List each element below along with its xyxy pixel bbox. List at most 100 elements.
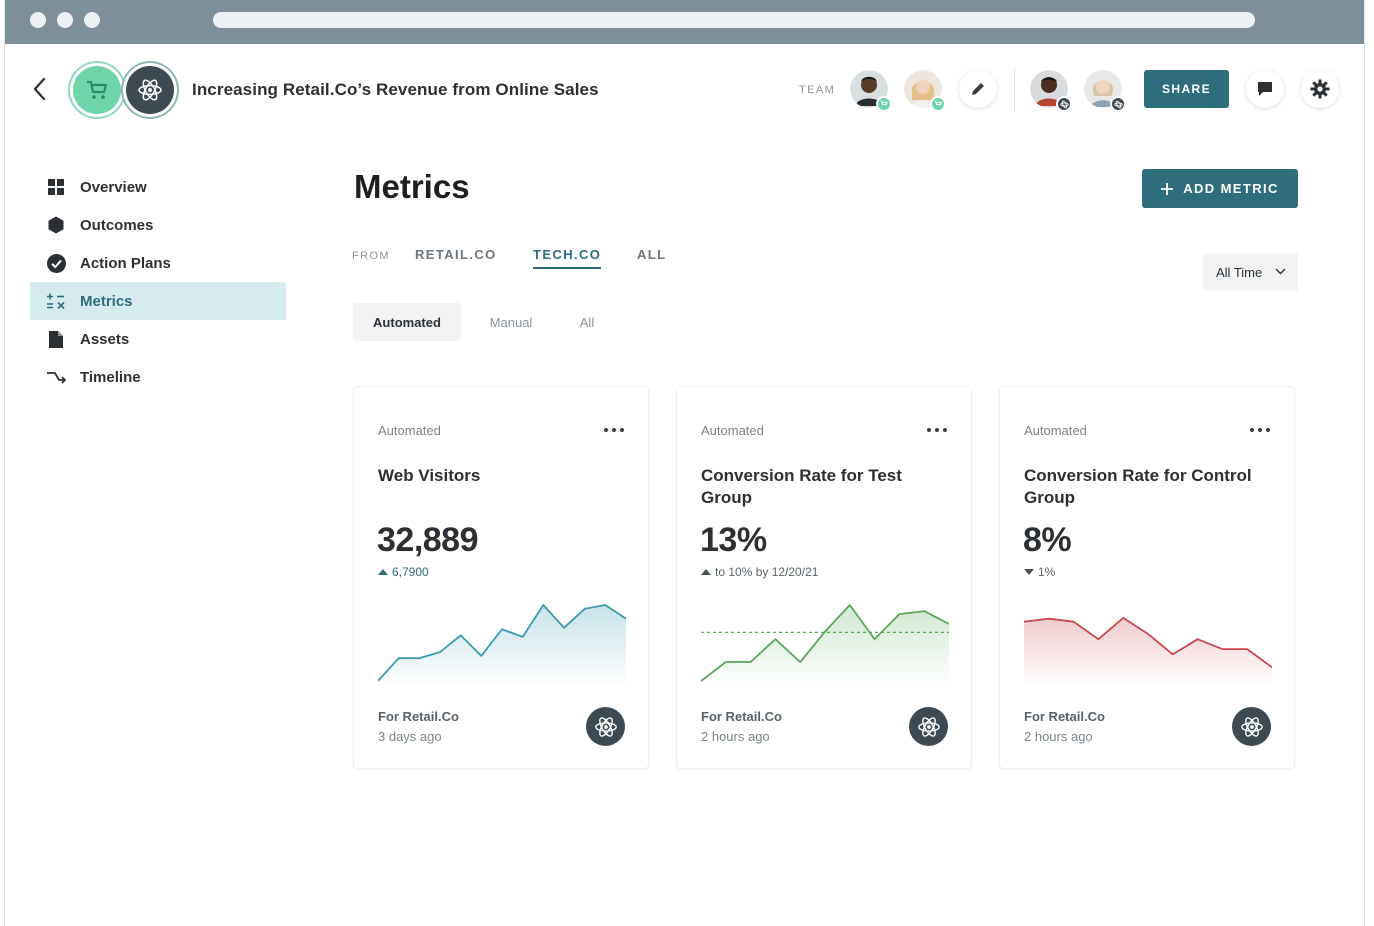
window-close-dot[interactable] <box>30 12 46 28</box>
sidebar-item-timeline[interactable]: Timeline <box>30 358 286 396</box>
project-retail-badge[interactable] <box>73 66 121 114</box>
project-tech-badge[interactable] <box>126 66 174 114</box>
back-button[interactable] <box>29 76 51 102</box>
metric-delta: 6,7900 <box>378 565 429 579</box>
gear-icon <box>1310 79 1330 99</box>
source-avatar[interactable] <box>1232 707 1271 746</box>
metric-delta-text: 6,7900 <box>392 565 429 579</box>
tab-all-sources[interactable]: ALL <box>637 247 667 262</box>
team-label: TEAM <box>799 84 836 96</box>
atom-icon <box>917 716 940 737</box>
settings-button[interactable] <box>1301 70 1339 108</box>
chevron-down-icon <box>1275 268 1286 275</box>
sidebar-item-label: Outcomes <box>80 216 154 234</box>
sidebar-item-overview[interactable]: Overview <box>30 168 286 206</box>
share-button[interactable]: SHARE <box>1144 70 1229 108</box>
sparkline-line <box>378 604 626 682</box>
cart-icon <box>87 80 108 99</box>
comments-button[interactable] <box>1246 70 1284 108</box>
sidebar-item-action-plans[interactable]: Action Plans <box>30 244 286 282</box>
cart-icon <box>876 96 892 112</box>
project-header: Increasing Retail.Co’s Revenue from Onli… <box>5 44 1364 136</box>
more-options-button[interactable] <box>927 425 947 435</box>
metric-value: 13% <box>700 521 767 559</box>
avatar[interactable] <box>1030 70 1072 112</box>
metric-source: For Retail.Co <box>378 709 459 724</box>
add-metric-button[interactable]: ADD METRIC <box>1142 169 1298 208</box>
metric-value: 32,889 <box>377 521 479 559</box>
metric-card-control-group-conversion[interactable]: Automated Conversion Rate for Control Gro… <box>999 386 1295 769</box>
atom-icon <box>138 79 162 101</box>
avatar[interactable] <box>1084 70 1126 112</box>
avatar[interactable] <box>904 70 946 112</box>
sparkline-line <box>1024 617 1272 669</box>
tab-manual[interactable]: Manual <box>489 314 533 330</box>
url-bar[interactable] <box>213 12 1255 28</box>
metric-source: For Retail.Co <box>1024 709 1105 724</box>
avatar[interactable] <box>850 70 892 112</box>
dot-icon <box>612 428 616 432</box>
chat-bubble-icon <box>1258 82 1272 96</box>
metric-kind: Automated <box>1024 423 1087 438</box>
timeline-icon <box>46 367 66 387</box>
metric-source: For Retail.Co <box>701 709 782 724</box>
edit-team-button[interactable] <box>959 70 997 108</box>
grid-icon <box>46 177 66 197</box>
sparkline-line <box>701 604 949 682</box>
more-options-button[interactable] <box>604 425 624 435</box>
sidebar-item-label: Timeline <box>80 368 141 386</box>
metric-delta-text: to 10% by 12/20/21 <box>715 565 819 579</box>
app-window: Increasing Retail.Co’s Revenue from Onli… <box>4 0 1365 926</box>
metric-name: Conversion Rate for Test Group <box>701 466 902 507</box>
sidebar-item-label: Assets <box>80 330 130 348</box>
sidebar-item-label: Metrics <box>80 292 133 310</box>
tab-all-types[interactable]: All <box>579 314 595 330</box>
from-label: FROM <box>352 250 390 262</box>
window-maximize-dot[interactable] <box>84 12 100 28</box>
source-avatar[interactable] <box>586 707 625 746</box>
metrics-icon <box>46 291 66 311</box>
atom-icon <box>594 716 617 737</box>
metric-delta: to 10% by 12/20/21 <box>701 565 818 579</box>
tab-automated[interactable]: Automated <box>353 303 461 341</box>
atom-icon <box>1056 96 1072 112</box>
source-avatar[interactable] <box>909 707 948 746</box>
sparkline-chart <box>378 604 626 687</box>
metric-card-web-visitors[interactable]: Automated Web Visitors 32,889 6,7900 For Ret… <box>353 386 649 769</box>
triangle-down-icon <box>1024 569 1034 575</box>
divider <box>1014 68 1015 112</box>
cart-icon <box>930 96 946 112</box>
dot-icon <box>927 428 931 432</box>
window-minimize-dot[interactable] <box>57 12 73 28</box>
check-circle-icon <box>46 253 66 273</box>
sidebar-item-assets[interactable]: Assets <box>30 320 286 358</box>
sparkline-area <box>1024 617 1272 687</box>
page-title: Metrics <box>354 168 470 205</box>
plus-icon <box>1161 182 1174 195</box>
sparkline-area <box>701 605 949 687</box>
dot-icon <box>935 428 939 432</box>
time-range-select[interactable]: All Time <box>1203 253 1298 291</box>
dot-icon <box>1258 428 1262 432</box>
sidebar-item-metrics[interactable]: Metrics <box>30 282 286 320</box>
sparkline-chart <box>1024 617 1272 687</box>
atom-icon <box>1240 716 1263 737</box>
metric-card-test-group-conversion[interactable]: Automated Conversion Rate for Test Group 1… <box>676 386 972 769</box>
sidebar: Overview Outcomes Action Plans Metrics A… <box>30 168 286 396</box>
chevron-left-icon <box>33 77 46 101</box>
sidebar-item-outcomes[interactable]: Outcomes <box>30 206 286 244</box>
sidebar-item-label: Overview <box>80 178 147 196</box>
browser-chrome <box>5 0 1364 44</box>
dot-icon <box>620 428 624 432</box>
tab-tech-co[interactable]: TECH.CO <box>533 247 602 269</box>
time-range-value: All Time <box>1216 264 1263 280</box>
tab-retail-co[interactable]: RETAIL.CO <box>415 247 497 262</box>
project-title: Increasing Retail.Co’s Revenue from Onli… <box>192 80 599 99</box>
metric-kind: Automated <box>701 423 764 438</box>
more-options-button[interactable] <box>1250 425 1270 435</box>
hexagon-icon <box>46 215 66 235</box>
metric-updated: 3 days ago <box>378 729 442 744</box>
dot-icon <box>1266 428 1270 432</box>
triangle-up-icon <box>378 569 388 575</box>
metric-name: Conversion Rate for Control Group <box>1024 466 1252 507</box>
